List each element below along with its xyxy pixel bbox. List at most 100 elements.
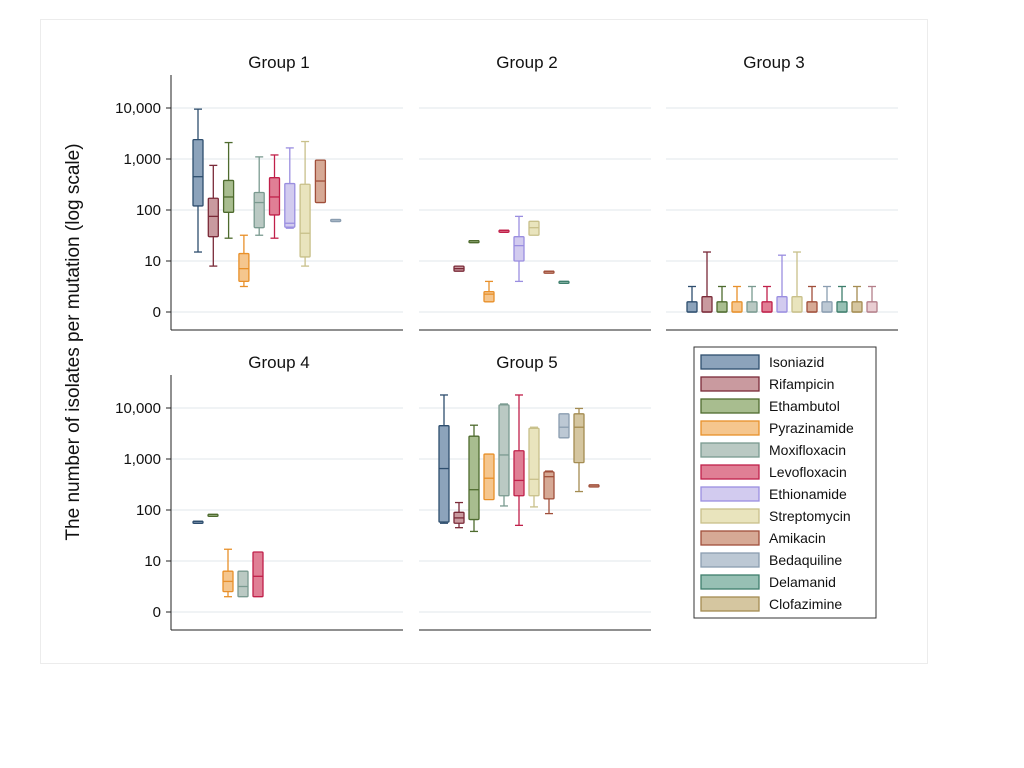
legend-label: Rifampicin [769,376,834,392]
panel-title: Group 4 [248,353,309,372]
box-levofloxacin [252,551,264,598]
legend-item: Moxifloxacin [700,442,846,458]
legend-label: Levofloxacin [769,464,847,480]
panel-3: Group 3 [666,53,898,331]
box-pyrazinamide [483,453,495,501]
box-isoniazid [192,108,204,253]
box-pyrazinamide [222,548,234,598]
box [731,301,743,313]
box [558,413,570,439]
box-moxifloxacin [237,570,249,598]
legend-swatch [700,464,760,480]
box [299,183,311,258]
box [686,301,698,313]
box-bedaquiline [330,218,342,223]
box-rifampicin [207,164,219,267]
box-ethambutol [222,141,235,239]
box [528,427,540,497]
legend-label: Bedaquiline [769,552,842,568]
legend-swatch [700,596,760,612]
legend-item: Bedaquiline [700,552,842,568]
box-amikacin [543,270,555,274]
box-ethambutol [716,285,728,313]
box-ethambutol [468,424,480,533]
legend-label: Delamanid [769,574,836,590]
panel-title: Group 2 [496,53,557,72]
box [746,301,758,313]
legend-label: Clofazimine [769,596,842,612]
box [701,296,713,313]
y-axis-label: The number of isolates per mutation (log… [63,143,84,540]
box-clofazimine [573,407,585,493]
box-ethambutol [207,513,219,518]
y-tick-label: 1,000 [123,151,161,168]
legend-swatch [700,552,760,568]
legend-item: Pyrazinamide [700,420,854,436]
box-amikacin [314,159,327,204]
y-tick-label: 100 [136,502,161,519]
legend: Isoniazid Rifampicin Ethambutol Pyrazinamid… [693,346,877,619]
panel-4: Group 4 0 10 100 1,000 10,000 [115,353,403,631]
box-streptomycin [528,220,540,236]
legend-label: Pyrazinamide [769,420,854,436]
box-pyrazinamide [483,280,495,303]
box-bedaquiline [558,413,570,439]
panel-1: Group 1 0 10 100 1,000 10,000 [115,53,403,331]
box-extra [866,285,878,313]
legend-label: Ethionamide [769,486,847,502]
box [716,301,728,313]
box-moxifloxacin [746,285,758,313]
box-clofazimine [851,285,863,313]
legend-label: Streptomycin [769,508,851,524]
box [192,138,204,207]
box-streptomycin [791,251,803,313]
panel-5: Group 5 [419,353,651,631]
box-ethionamide [284,147,296,229]
legend-swatch [700,442,760,458]
box-isoniazid [686,285,698,313]
panel-title: Group 3 [743,53,804,72]
legend-label: Amikacin [769,530,826,546]
legend-swatch [700,354,760,370]
legend-swatch [700,574,760,590]
legend-swatch [700,508,760,524]
legend-swatch [700,530,760,546]
box [513,450,525,497]
box [238,252,250,283]
legend-item: Streptomycin [700,508,851,524]
box [836,301,848,313]
box-ethionamide [513,215,525,283]
box [268,177,281,216]
box-bedaquiline [821,285,833,313]
box-pyrazinamide [238,234,250,288]
y-tick-label: 10,000 [115,100,161,117]
box [573,413,585,464]
box-rifampicin [453,501,465,529]
box-isoniazid [438,394,450,524]
box-rifampicin [701,251,713,313]
box-levofloxacin [498,229,510,233]
box-delamanid [558,280,570,285]
legend-item: Amikacin [700,530,826,546]
box [483,453,495,501]
box [468,435,480,521]
legend-item: Clofazimine [700,596,842,612]
box-streptomycin [299,140,311,267]
y-tick-label: 100 [136,202,161,219]
legend-swatch [700,376,760,392]
y-tick-label: 10 [144,253,161,270]
panel-title: Group 5 [496,353,557,372]
y-tick-label: 1,000 [123,451,161,468]
box [207,197,219,238]
box [252,551,264,598]
legend-item: Rifampicin [700,376,834,392]
box-amikacin [543,470,555,515]
box [851,301,863,313]
box [866,301,878,313]
box [498,404,510,497]
box-amikacin [588,484,600,488]
legend-item: Isoniazid [700,354,824,370]
box-levofloxacin [761,285,773,313]
legend-label: Isoniazid [769,354,824,370]
